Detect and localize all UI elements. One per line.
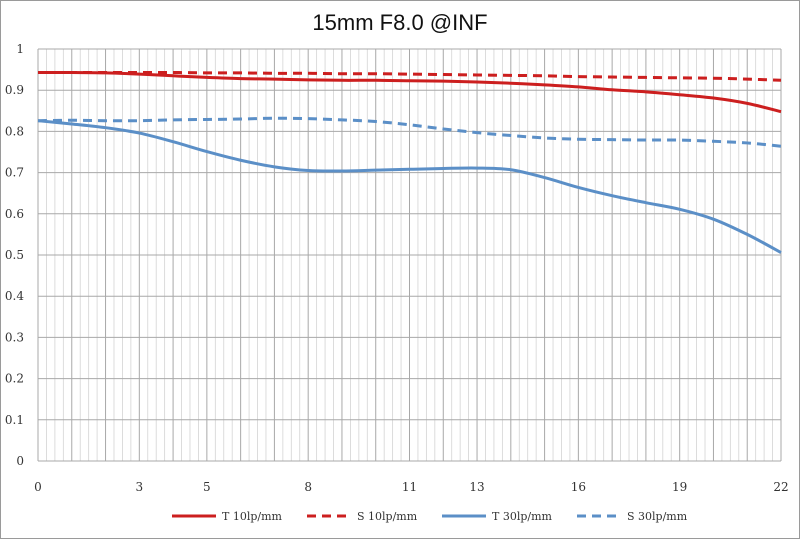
series-line-t-10lp-mm (37, 70, 782, 114)
x-tick-label: 5 (203, 480, 211, 494)
y-tick-label: 0.8 (5, 124, 24, 138)
legend-label: T 10lp/mm (222, 510, 283, 523)
x-tick-label: 3 (135, 480, 143, 494)
y-tick-label: 0.1 (5, 413, 24, 427)
legend-label: S 10lp/mm (357, 510, 418, 523)
legend-label: S 30lp/mm (627, 510, 688, 523)
y-tick-label: 0.5 (5, 248, 24, 262)
x-tick-label: 13 (469, 480, 484, 494)
y-tick-label: 0.7 (5, 166, 24, 180)
x-tick-label: 8 (304, 480, 312, 494)
y-tick-label: 0.3 (5, 330, 24, 344)
series-layer (37, 70, 782, 254)
y-tick-label: 0 (16, 454, 24, 468)
x-tick-label: 0 (34, 480, 42, 494)
major-gridlines (37, 48, 782, 462)
chart-title: 15mm F8.0 @INF (312, 10, 488, 35)
series-line-s-30lp-mm (37, 116, 782, 148)
x-tick-label: 11 (402, 480, 417, 494)
legend-label: T 30lp/mm (492, 510, 553, 523)
y-tick-label: 0.2 (5, 372, 24, 386)
x-tick-label: 16 (571, 480, 586, 494)
axis-tick-labels: 0 0.1 0.2 0.3 0.4 0.5 0.6 0.7 0.8 0.9 1 0 3 5 8 11 13 16 1… (5, 42, 789, 494)
x-tick-label: 19 (672, 480, 687, 494)
y-tick-label: 0.4 (5, 289, 24, 303)
y-tick-label: 1 (16, 42, 24, 56)
y-tick-label: 0.9 (5, 83, 24, 97)
series-line-s-10lp-mm (38, 70, 782, 82)
x-tick-label: 22 (773, 480, 788, 494)
y-tick-label: 0.6 (5, 207, 24, 221)
legend: T 10lp/mm S 10lp/mm T 30lp/mm S 30lp/mm (172, 510, 688, 523)
series-line-t-30lp-mm (37, 119, 782, 254)
